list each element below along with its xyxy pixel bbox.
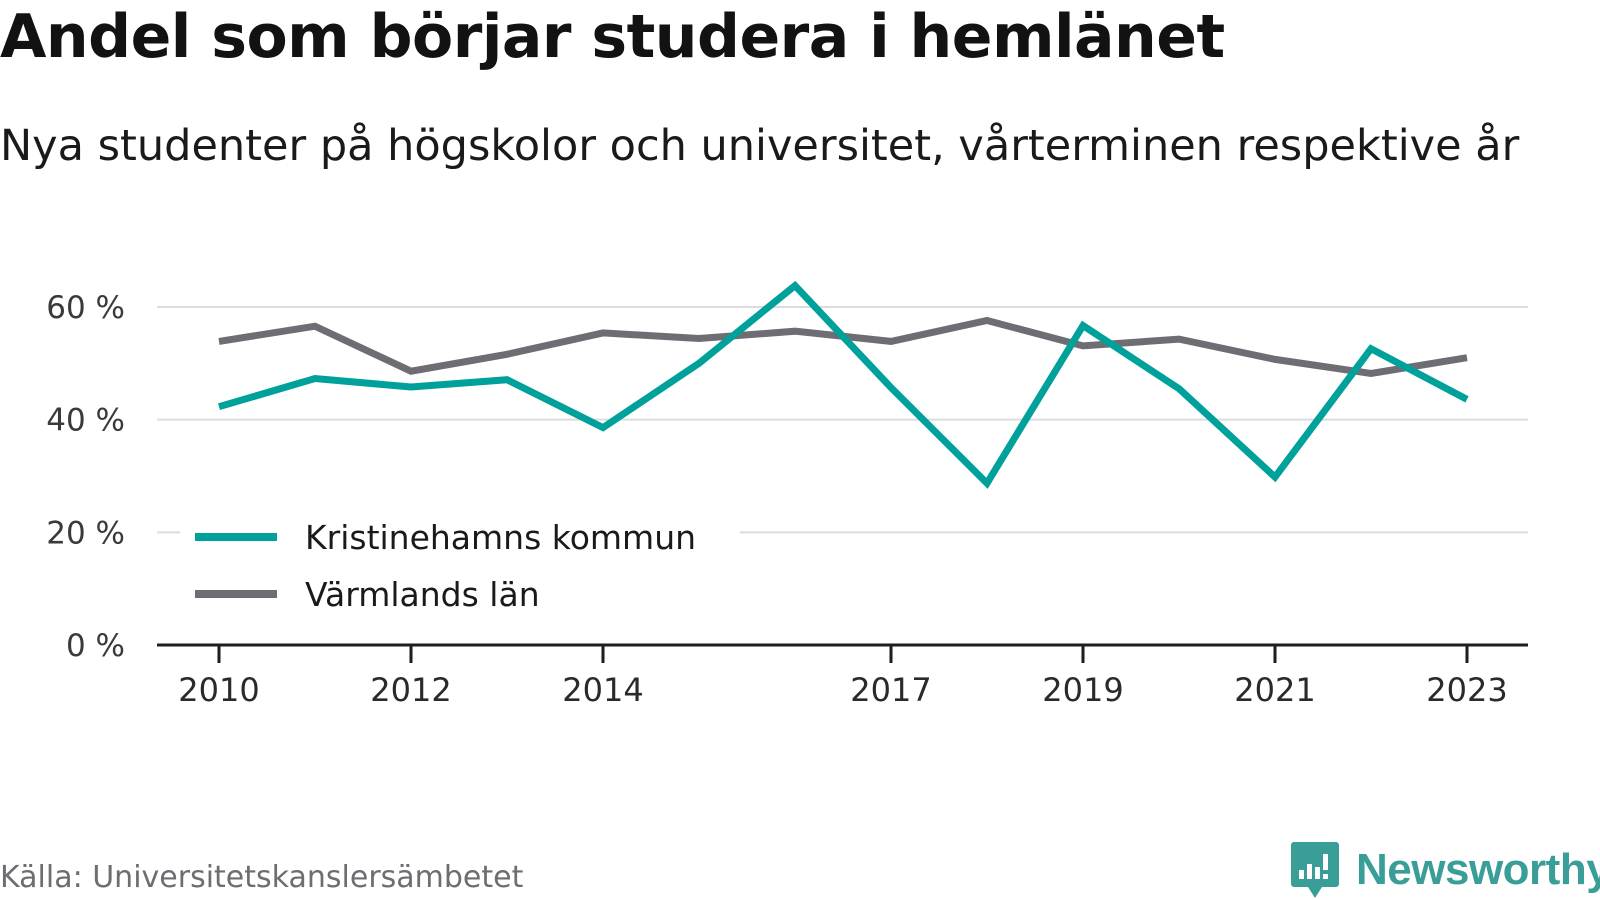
x-tick-label: 2023 [1426, 671, 1507, 709]
y-tick-label: 0 % [66, 628, 125, 664]
source-note: Källa: Universitetskanslersämbetet [0, 860, 524, 895]
chart-title: Andel som börjar studera i hemlänet [0, 2, 1225, 72]
x-axis: 2010 2012 2014 2017 2019 2021 2023 [157, 643, 1528, 709]
series-line-värmlands-län [218, 316, 1468, 378]
legend: Kristinehamns kommun Värmlands län [180, 505, 740, 615]
x-tick-label: 2017 [850, 671, 931, 709]
newsworthy-bars-icon [1291, 842, 1339, 898]
x-tick-label: 2012 [370, 671, 451, 709]
x-tick-label: 2010 [178, 671, 259, 709]
series-line-kristinehamns-kommun [218, 280, 1469, 489]
y-tick-label: 60 % [46, 290, 125, 326]
y-tick-label: 20 % [46, 515, 125, 551]
newsworthy-logo: Newsworthy [1290, 840, 1600, 900]
brand-name: Newsworthy [1356, 845, 1600, 894]
legend-label: Värmlands län [305, 575, 540, 614]
legend-label: Kristinehamns kommun [305, 518, 696, 557]
chart-subtitle: Nya studenter på högskolor och universit… [0, 121, 1520, 171]
series-lines [218, 280, 1469, 489]
x-tick-label: 2014 [562, 671, 643, 709]
x-tick-label: 2021 [1234, 671, 1315, 709]
y-axis-ticks: 0 % 20 % 40 % 60 % [46, 290, 125, 664]
x-tick-label: 2019 [1042, 671, 1123, 709]
y-tick-label: 40 % [46, 403, 125, 439]
